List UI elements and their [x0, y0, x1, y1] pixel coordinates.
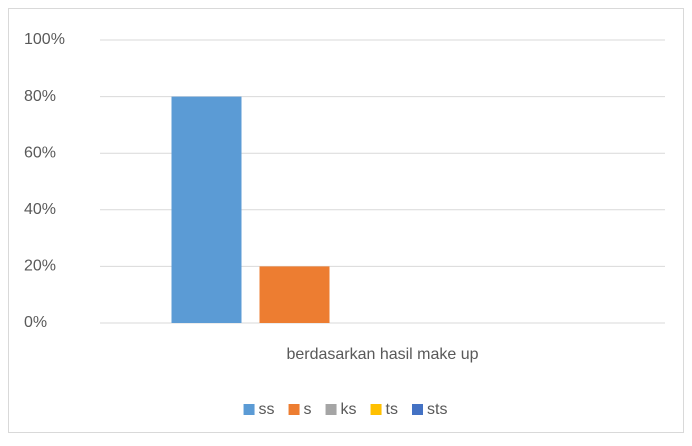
legend-swatch — [243, 404, 255, 415]
legend-label: s — [304, 401, 312, 418]
y-tick-label: 40% — [24, 201, 56, 218]
legend-swatch — [325, 404, 337, 415]
y-tick-label: 60% — [24, 144, 56, 161]
y-tick-label: 100% — [24, 31, 65, 48]
chart-border — [8, 8, 684, 433]
legend-swatch — [412, 404, 423, 415]
legend-label: ts — [386, 401, 398, 418]
bar — [171, 96, 242, 323]
legend-swatch — [288, 404, 300, 415]
bar — [259, 266, 330, 323]
y-tick-label: 20% — [24, 258, 56, 275]
legend-label: ss — [259, 401, 275, 418]
legend-swatch — [370, 404, 382, 415]
legend-label: ks — [341, 401, 357, 418]
y-tick-label: 0% — [24, 314, 47, 331]
x-tick-label: berdasarkan hasil make up — [286, 346, 478, 363]
y-tick-label: 80% — [24, 88, 56, 105]
legend-label: sts — [427, 401, 447, 418]
